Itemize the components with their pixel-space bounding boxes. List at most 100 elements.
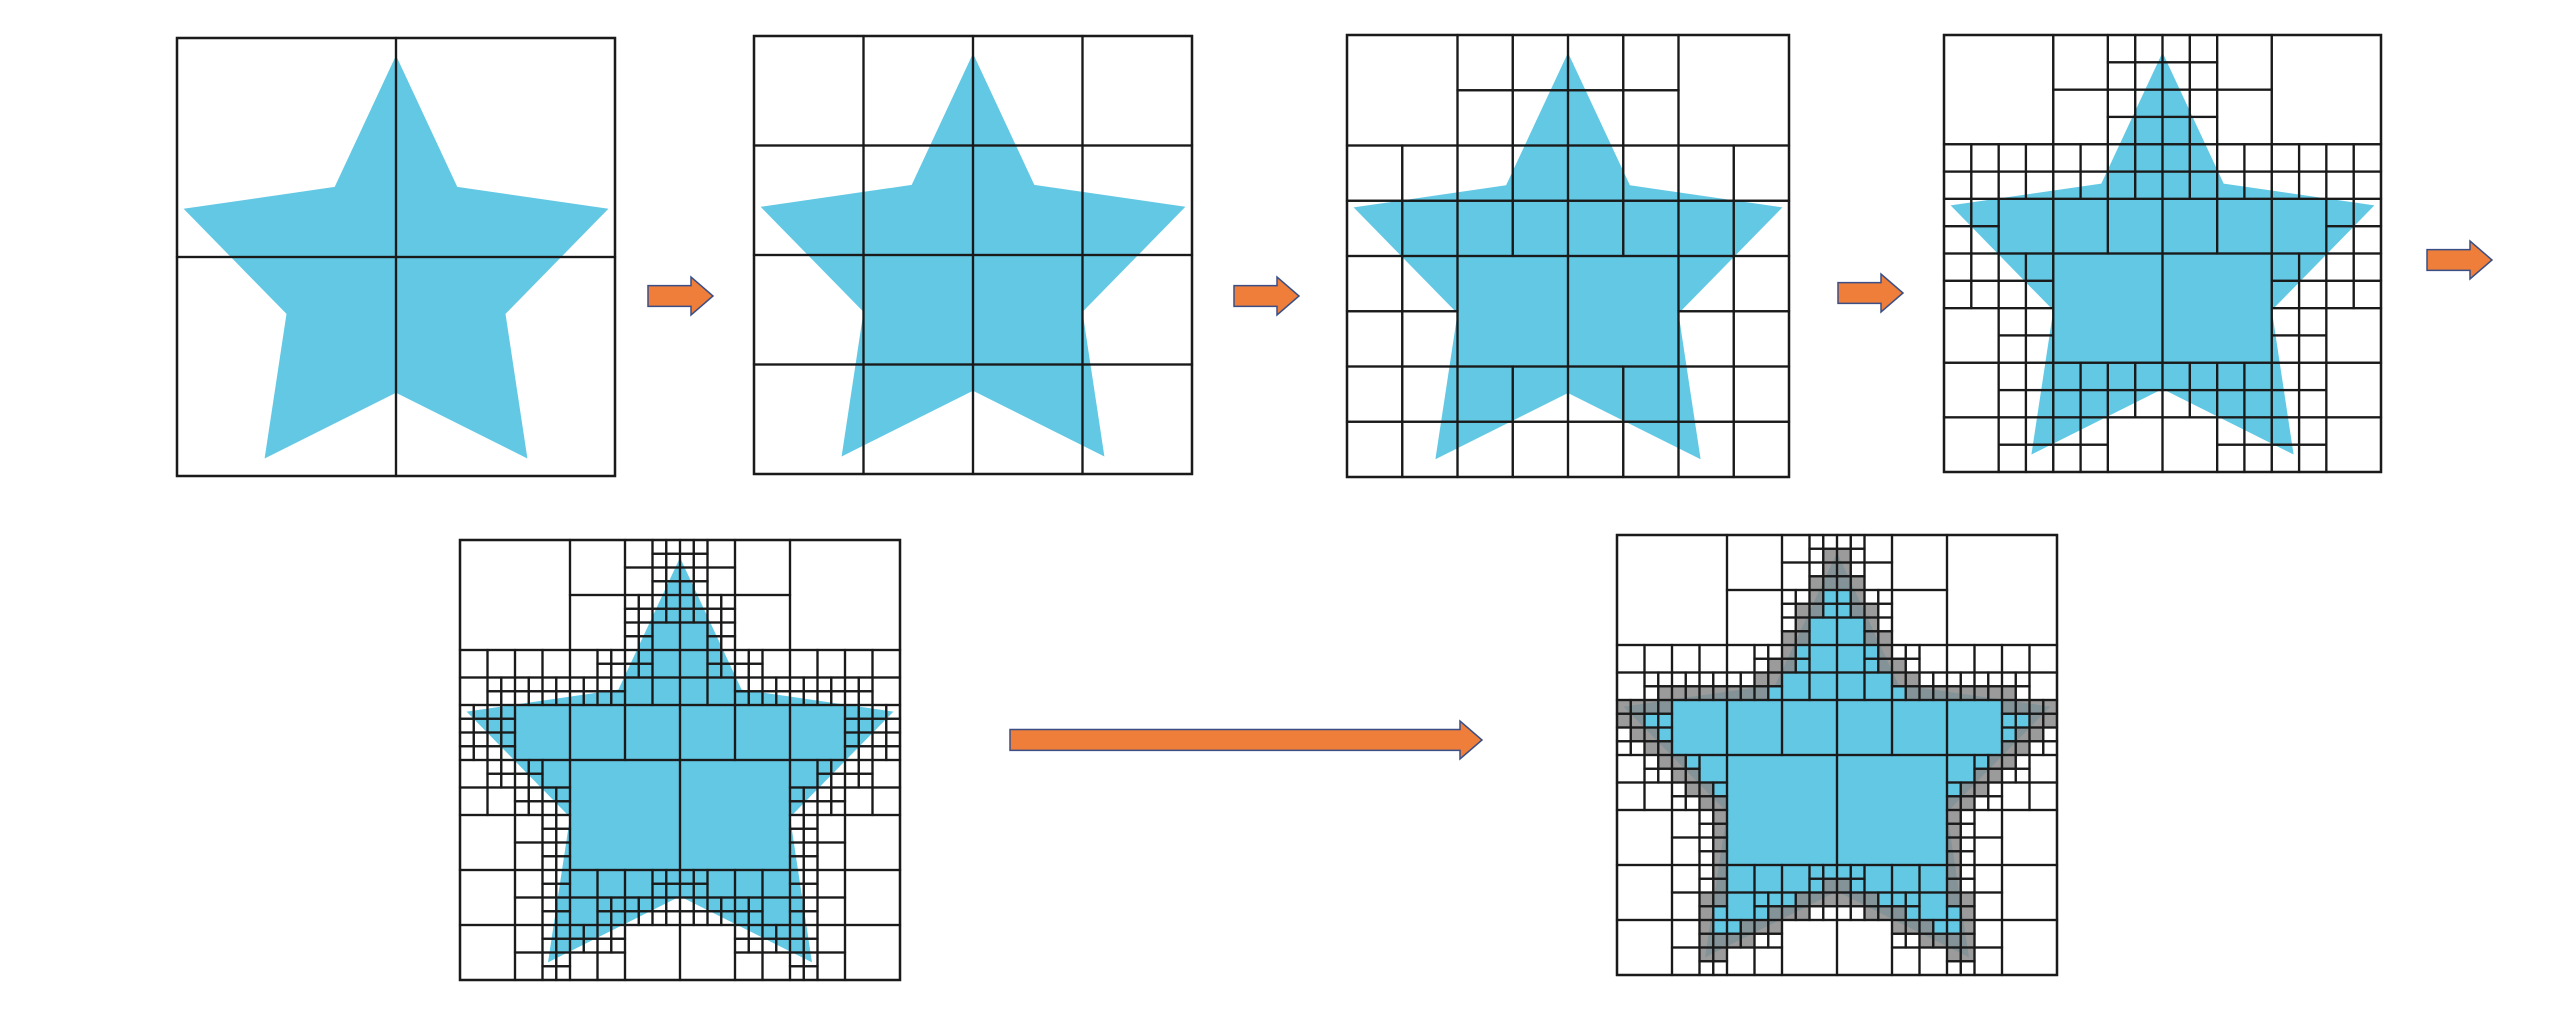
grid-cell — [1973, 643, 2004, 674]
grid-cell — [692, 538, 709, 555]
grid-cell — [2325, 252, 2355, 282]
grid-cell — [802, 882, 819, 899]
grid-cell — [1904, 932, 1921, 949]
boundary-cell — [1837, 548, 1851, 563]
grid-cell — [1345, 254, 1404, 313]
grid-cell — [802, 965, 819, 982]
boundary-cell — [2029, 727, 2044, 742]
grid-cell — [1657, 767, 1674, 784]
grid-cell — [486, 745, 503, 762]
boundary-cell — [1947, 837, 1961, 852]
grid-cell — [458, 758, 489, 789]
grid-cell — [1670, 781, 1687, 798]
boundary-cell — [1658, 700, 1672, 714]
grid-cell — [2188, 61, 2219, 91]
boundary-cell — [1713, 810, 1727, 824]
grid-cell — [623, 607, 640, 624]
panel-frame — [175, 36, 617, 478]
grid-cell — [1970, 170, 2000, 200]
grid-cell — [1997, 361, 2028, 392]
grid-cell — [2000, 808, 2059, 867]
grid-cell — [568, 648, 599, 679]
grid-cell — [775, 676, 792, 693]
grid-cell — [1945, 960, 1962, 977]
boundary-cell — [1768, 920, 1782, 934]
grid-cell — [752, 363, 865, 476]
boundary-cell — [1850, 892, 1865, 907]
grid-cell — [513, 841, 544, 872]
grid-cell — [596, 676, 613, 693]
grid-cell — [541, 800, 558, 817]
boundary-cell — [1850, 603, 1865, 618]
grid-cell — [843, 676, 860, 693]
grid-cell — [2014, 767, 2031, 784]
boundary-cell — [1919, 920, 1934, 934]
grid-cell — [2352, 279, 2383, 310]
grid-cell — [568, 676, 585, 693]
boundary-cell — [1919, 686, 1934, 700]
grid-cell — [2297, 416, 2328, 446]
grid-cell — [2024, 307, 2055, 337]
boundary-cell — [1947, 796, 1961, 810]
grid-cell — [1698, 863, 1715, 880]
grid-cell — [1904, 657, 1921, 674]
grid-cell — [1973, 918, 2004, 949]
grid-cell — [1643, 685, 1660, 702]
grid-cell — [651, 910, 668, 927]
grid-cell — [610, 937, 627, 954]
grid-cell — [2352, 252, 2383, 282]
grid-cell — [1835, 905, 1852, 922]
grid-cell — [1973, 795, 1990, 812]
grid-cell — [665, 910, 682, 927]
grid-cell — [843, 690, 860, 707]
grid-cell — [830, 772, 847, 789]
grid-cell — [1670, 671, 1687, 688]
grid-cell — [1945, 643, 1976, 674]
boundary-cell — [1864, 617, 1879, 632]
grid-cell — [1808, 561, 1825, 578]
grid-cell — [857, 758, 874, 775]
grid-cell — [1942, 143, 1973, 173]
grid-cell — [541, 841, 558, 858]
grid-cell — [843, 758, 860, 775]
grid-cell — [1942, 252, 1973, 282]
boundary-cell — [1850, 576, 1865, 590]
grid-cell — [733, 538, 792, 597]
grid-cell — [541, 882, 558, 899]
grid-cell — [2028, 671, 2059, 702]
grid-cell — [1622, 33, 1680, 92]
boundary-cell — [1713, 878, 1727, 893]
grid-cell — [802, 813, 819, 830]
grid-cell — [788, 538, 902, 652]
grid-cell — [816, 786, 833, 803]
grid-cell — [1643, 671, 1660, 688]
grid-cell — [2297, 170, 2328, 200]
grid-cell — [1877, 588, 1894, 605]
grid-cell — [2297, 334, 2328, 364]
boundary-cell — [1740, 933, 1755, 948]
boundary-cell — [2002, 686, 2016, 700]
grid-cell — [1904, 643, 1921, 660]
grid-cell — [1835, 918, 1894, 977]
boundary-cell — [1947, 947, 1961, 962]
grid-cell — [1615, 533, 1729, 647]
grid-cell — [555, 965, 572, 982]
boundary-cell — [1837, 576, 1851, 590]
boundary-cell — [1713, 851, 1727, 865]
boundary-cell — [1713, 947, 1727, 962]
grid-cell — [1942, 170, 1973, 200]
grid-cell — [458, 923, 517, 982]
grid-cell — [1959, 671, 1976, 688]
arrow-5-to-boundary-arrow-icon — [1009, 719, 1484, 761]
boundary-cell — [1960, 686, 1975, 700]
grid-cell — [1670, 918, 1701, 949]
grid-cell — [486, 690, 503, 707]
boundary-cell — [1864, 906, 1879, 920]
panel-level-5 — [458, 538, 902, 982]
grid-cell — [871, 745, 888, 762]
grid-cell — [1970, 279, 2000, 310]
boundary-cell — [1727, 686, 1741, 700]
grid-cell — [678, 923, 737, 982]
grid-cell — [1863, 561, 1894, 592]
grid-cell — [885, 717, 902, 734]
